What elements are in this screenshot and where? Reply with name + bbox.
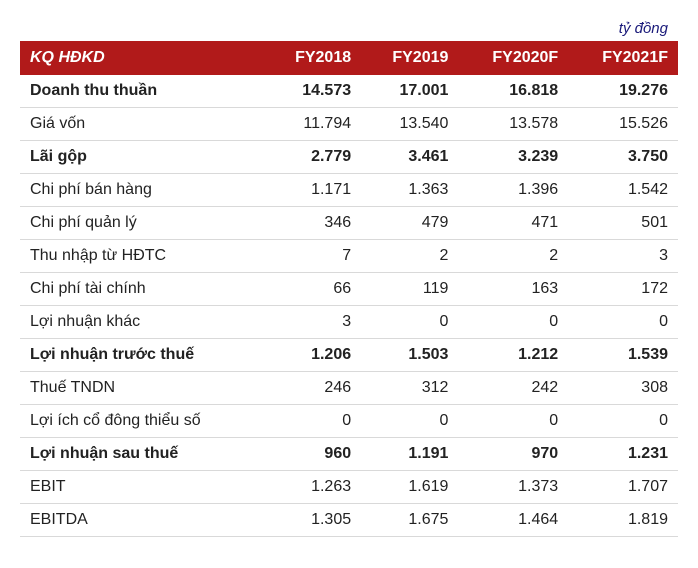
- header-col-0: FY2018: [264, 41, 361, 75]
- row-value: 1.206: [264, 339, 361, 372]
- row-value: 246: [264, 372, 361, 405]
- table-row: Lợi nhuận sau thuế9601.1919701.231: [20, 438, 678, 471]
- row-value: 1.464: [458, 504, 568, 537]
- table-row: Doanh thu thuần14.57317.00116.81819.276: [20, 75, 678, 108]
- row-value: 3.750: [568, 141, 678, 174]
- row-label: Giá vốn: [20, 108, 264, 141]
- row-value: 2: [361, 240, 458, 273]
- row-value: 16.818: [458, 75, 568, 108]
- row-value: 0: [361, 306, 458, 339]
- row-label: Lợi nhuận khác: [20, 306, 264, 339]
- row-value: 1.542: [568, 174, 678, 207]
- row-value: 242: [458, 372, 568, 405]
- row-value: 2.779: [264, 141, 361, 174]
- row-value: 163: [458, 273, 568, 306]
- row-value: 1.539: [568, 339, 678, 372]
- row-value: 1.707: [568, 471, 678, 504]
- header-title: KQ HĐKD: [20, 41, 264, 75]
- row-value: 1.191: [361, 438, 458, 471]
- row-label: EBITDA: [20, 504, 264, 537]
- row-value: 11.794: [264, 108, 361, 141]
- row-value: 3: [264, 306, 361, 339]
- row-value: 1.363: [361, 174, 458, 207]
- row-value: 471: [458, 207, 568, 240]
- row-value: 0: [458, 306, 568, 339]
- row-value: 0: [568, 405, 678, 438]
- row-value: 479: [361, 207, 458, 240]
- row-value: 15.526: [568, 108, 678, 141]
- row-value: 0: [361, 405, 458, 438]
- row-label: Lãi gộp: [20, 141, 264, 174]
- row-value: 1.503: [361, 339, 458, 372]
- row-value: 1.263: [264, 471, 361, 504]
- unit-label: tỷ đồng: [20, 20, 678, 37]
- row-label: Chi phí quản lý: [20, 207, 264, 240]
- row-label: Thu nhập từ HĐTC: [20, 240, 264, 273]
- header-col-3: FY2021F: [568, 41, 678, 75]
- row-value: 13.540: [361, 108, 458, 141]
- row-value: 13.578: [458, 108, 568, 141]
- table-row: Giá vốn11.79413.54013.57815.526: [20, 108, 678, 141]
- row-value: 970: [458, 438, 568, 471]
- row-value: 312: [361, 372, 458, 405]
- table-row: Thuế TNDN246312242308: [20, 372, 678, 405]
- row-value: 1.675: [361, 504, 458, 537]
- row-value: 7: [264, 240, 361, 273]
- row-label: Chi phí bán hàng: [20, 174, 264, 207]
- row-value: 1.373: [458, 471, 568, 504]
- row-value: 1.819: [568, 504, 678, 537]
- table-row: Chi phí bán hàng1.1711.3631.3961.542: [20, 174, 678, 207]
- row-label: Thuế TNDN: [20, 372, 264, 405]
- row-value: 501: [568, 207, 678, 240]
- row-value: 14.573: [264, 75, 361, 108]
- table-header-row: KQ HĐKD FY2018 FY2019 FY2020F FY2021F: [20, 41, 678, 75]
- row-label: Lợi ích cổ đông thiểu số: [20, 405, 264, 438]
- row-value: 2: [458, 240, 568, 273]
- row-value: 346: [264, 207, 361, 240]
- row-label: Lợi nhuận sau thuế: [20, 438, 264, 471]
- row-label: EBIT: [20, 471, 264, 504]
- header-col-2: FY2020F: [458, 41, 568, 75]
- table-row: EBITDA1.3051.6751.4641.819: [20, 504, 678, 537]
- row-value: 119: [361, 273, 458, 306]
- row-value: 3: [568, 240, 678, 273]
- row-value: 1.396: [458, 174, 568, 207]
- row-value: 17.001: [361, 75, 458, 108]
- table-row: Lợi nhuận trước thuế1.2061.5031.2121.539: [20, 339, 678, 372]
- row-label: Doanh thu thuần: [20, 75, 264, 108]
- row-value: 0: [264, 405, 361, 438]
- header-col-1: FY2019: [361, 41, 458, 75]
- table-body: Doanh thu thuần14.57317.00116.81819.276G…: [20, 75, 678, 537]
- table-row: Chi phí tài chính66119163172: [20, 273, 678, 306]
- row-value: 1.619: [361, 471, 458, 504]
- table-row: Lợi nhuận khác3000: [20, 306, 678, 339]
- row-value: 172: [568, 273, 678, 306]
- row-value: 3.239: [458, 141, 568, 174]
- row-label: Chi phí tài chính: [20, 273, 264, 306]
- row-value: 308: [568, 372, 678, 405]
- table-row: EBIT1.2631.6191.3731.707: [20, 471, 678, 504]
- table-row: Chi phí quản lý346479471501: [20, 207, 678, 240]
- row-value: 1.305: [264, 504, 361, 537]
- row-value: 66: [264, 273, 361, 306]
- row-value: 3.461: [361, 141, 458, 174]
- row-value: 1.212: [458, 339, 568, 372]
- financial-table: KQ HĐKD FY2018 FY2019 FY2020F FY2021F Do…: [20, 41, 678, 537]
- row-value: 19.276: [568, 75, 678, 108]
- table-row: Lãi gộp2.7793.4613.2393.750: [20, 141, 678, 174]
- row-label: Lợi nhuận trước thuế: [20, 339, 264, 372]
- row-value: 1.171: [264, 174, 361, 207]
- table-row: Thu nhập từ HĐTC7223: [20, 240, 678, 273]
- table-row: Lợi ích cổ đông thiểu số0000: [20, 405, 678, 438]
- row-value: 0: [568, 306, 678, 339]
- row-value: 1.231: [568, 438, 678, 471]
- row-value: 960: [264, 438, 361, 471]
- row-value: 0: [458, 405, 568, 438]
